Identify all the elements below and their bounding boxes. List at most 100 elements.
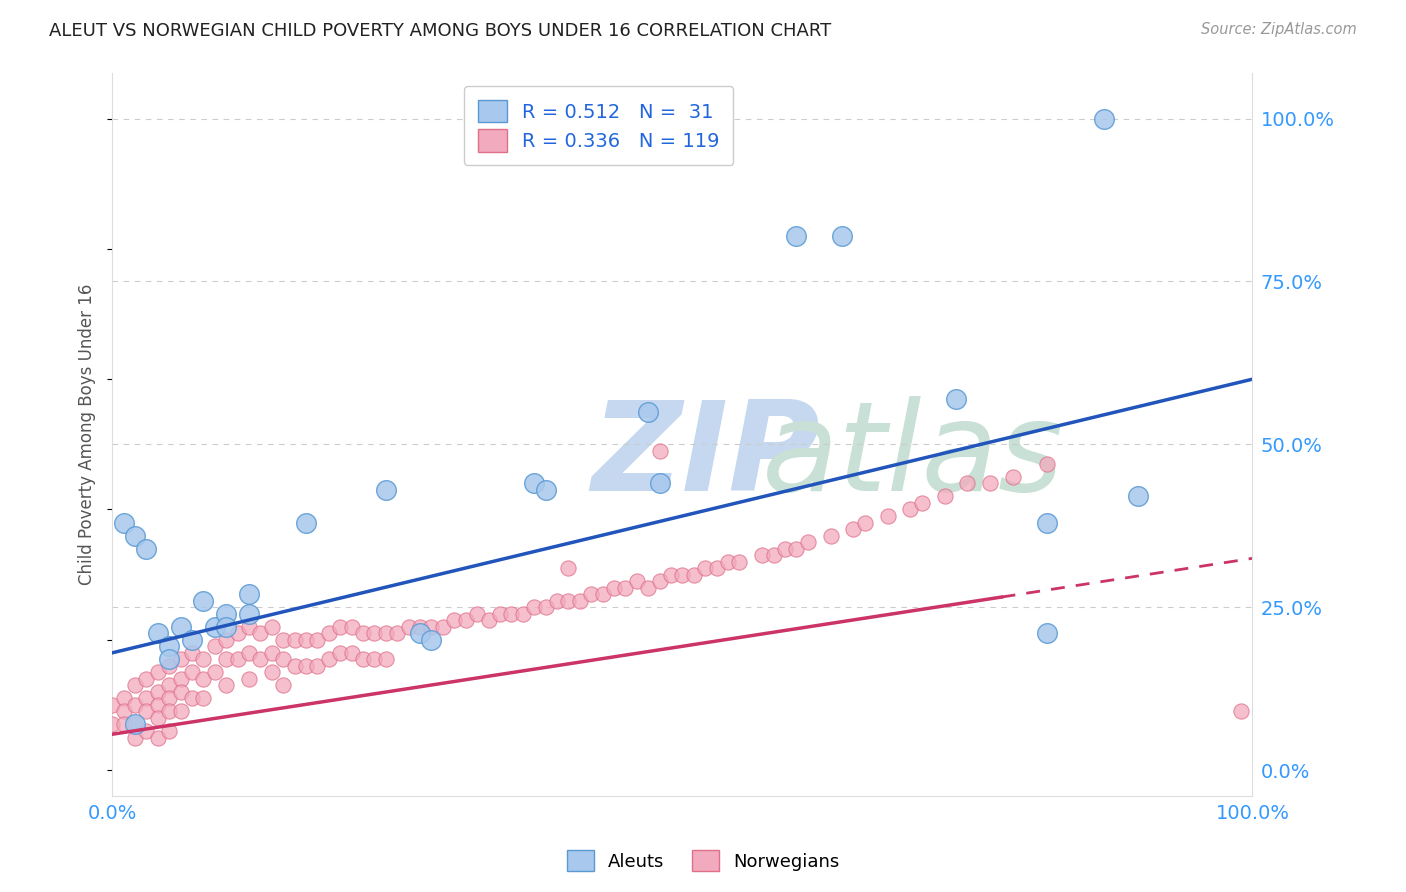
Point <box>249 652 271 666</box>
Point <box>204 665 226 680</box>
Point <box>329 620 352 634</box>
Point <box>181 665 204 680</box>
Point <box>409 620 432 634</box>
Point <box>307 658 329 673</box>
Point <box>751 548 773 562</box>
Point <box>363 652 385 666</box>
Point <box>706 561 728 575</box>
Point <box>215 632 238 647</box>
Point <box>204 640 226 654</box>
Point <box>260 620 283 634</box>
Point <box>124 717 146 731</box>
Point <box>124 698 146 712</box>
Point <box>101 717 124 731</box>
Point <box>420 620 443 634</box>
Point <box>226 626 249 640</box>
Point <box>146 731 169 745</box>
Point <box>112 717 135 731</box>
Point <box>193 652 215 666</box>
Point <box>637 581 659 595</box>
Point <box>340 646 363 660</box>
Point <box>146 685 169 699</box>
Point <box>579 587 602 601</box>
Point <box>695 561 717 575</box>
Point <box>193 691 215 706</box>
Point <box>249 626 271 640</box>
Point <box>124 717 146 731</box>
Y-axis label: Child Poverty Among Boys Under 16: Child Poverty Among Boys Under 16 <box>79 284 96 585</box>
Point <box>512 607 534 621</box>
Point <box>387 626 409 640</box>
Point <box>157 678 180 692</box>
Point <box>501 607 523 621</box>
Point <box>876 508 898 523</box>
Point <box>157 705 180 719</box>
Point <box>603 581 626 595</box>
Point <box>534 483 557 497</box>
Point <box>614 581 637 595</box>
Point <box>728 555 751 569</box>
Point <box>911 496 934 510</box>
Point <box>945 392 967 406</box>
Point <box>146 711 169 725</box>
Point <box>648 443 671 458</box>
Point <box>181 646 204 660</box>
Point <box>592 587 614 601</box>
Point <box>101 698 124 712</box>
Point <box>271 678 294 692</box>
Point <box>169 672 191 686</box>
Point <box>374 626 396 640</box>
Point <box>637 405 659 419</box>
Point <box>523 112 546 126</box>
Point <box>785 541 807 556</box>
Point <box>146 626 169 640</box>
Point <box>659 567 682 582</box>
Point <box>1128 490 1150 504</box>
Point <box>762 548 785 562</box>
Point <box>193 593 215 607</box>
Text: atlas: atlas <box>762 396 1064 516</box>
Point <box>135 724 157 739</box>
Point <box>648 476 671 491</box>
Point <box>169 652 191 666</box>
Point <box>215 620 238 634</box>
Point <box>124 528 146 542</box>
Point <box>523 600 546 615</box>
Point <box>284 658 307 673</box>
Text: ZIP: ZIP <box>591 396 820 516</box>
Point <box>465 607 488 621</box>
Point <box>523 476 546 491</box>
Point <box>169 705 191 719</box>
Point <box>352 626 374 640</box>
Point <box>271 632 294 647</box>
Point <box>169 685 191 699</box>
Point <box>374 483 396 497</box>
Point <box>157 691 180 706</box>
Point <box>409 626 432 640</box>
Point <box>181 691 204 706</box>
Text: ALEUT VS NORWEGIAN CHILD POVERTY AMONG BOYS UNDER 16 CORRELATION CHART: ALEUT VS NORWEGIAN CHILD POVERTY AMONG B… <box>49 22 831 40</box>
Point <box>557 561 579 575</box>
Point <box>534 600 557 615</box>
Point <box>374 652 396 666</box>
Point <box>671 567 693 582</box>
Point <box>238 607 260 621</box>
Point <box>329 646 352 660</box>
Point <box>842 522 865 536</box>
Point <box>352 652 374 666</box>
Point <box>820 528 842 542</box>
Point <box>432 620 454 634</box>
Point <box>146 698 169 712</box>
Point <box>181 632 204 647</box>
Point <box>226 652 249 666</box>
Point <box>454 613 477 627</box>
Point <box>135 541 157 556</box>
Point <box>307 632 329 647</box>
Point <box>318 626 340 640</box>
Point <box>568 593 591 607</box>
Point <box>546 593 568 607</box>
Point <box>112 691 135 706</box>
Point <box>238 587 260 601</box>
Point <box>135 705 157 719</box>
Point <box>215 678 238 692</box>
